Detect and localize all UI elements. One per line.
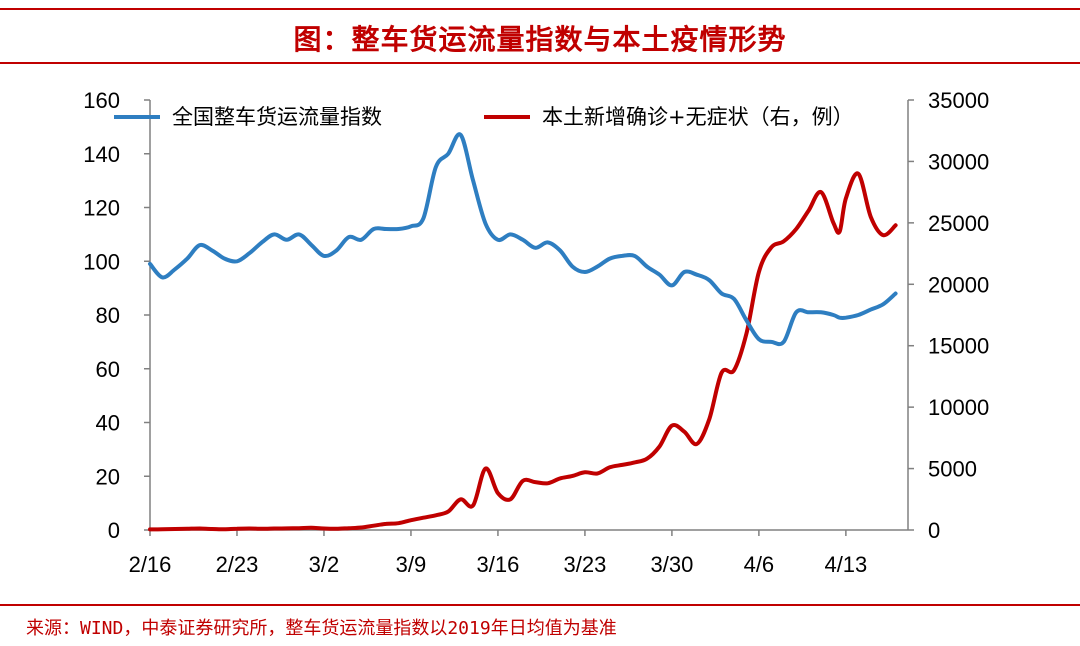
- y-left-tick-label: 0: [108, 518, 120, 543]
- y-left-tick-label: 160: [83, 88, 120, 113]
- y-right-tick-label: 35000: [928, 88, 989, 113]
- y-right-tick-label: 10000: [928, 395, 989, 420]
- y-left-tick-label: 80: [96, 303, 120, 328]
- x-tick-label: 3/30: [650, 552, 693, 577]
- y-right-tick-label: 30000: [928, 149, 989, 174]
- chart-area: 0 20 40 60 80 100 120 140 160 0 5000 10000 15000 2000…: [83, 88, 989, 577]
- y-right-tick-label: 5000: [928, 457, 977, 482]
- x-tick-label: 2/16: [129, 552, 172, 577]
- bottom-rule: [0, 604, 1080, 606]
- x-tick-label: 2/23: [216, 552, 259, 577]
- x-tick-label: 4/6: [744, 552, 775, 577]
- x-tick-label: 3/9: [396, 552, 427, 577]
- y-left-tick-label: 100: [83, 249, 120, 274]
- legend-label-local-cases: 本土新增确诊+无症状（右，例）: [542, 105, 854, 129]
- x-tick-label: 3/16: [477, 552, 520, 577]
- series-line-freight-index: [148, 132, 898, 347]
- y-left-tick-label: 140: [83, 142, 120, 167]
- y-left-tick-label: 120: [83, 196, 120, 221]
- y-right-tick-label: 0: [928, 518, 940, 543]
- y-left-tick-label: 20: [96, 464, 120, 489]
- title-rule: [0, 62, 1080, 64]
- series-line-local-cases: [148, 171, 898, 532]
- x-tick-label: 3/2: [309, 552, 340, 577]
- top-rule: [0, 8, 1080, 10]
- x-tick-label: 3/23: [564, 552, 607, 577]
- legend-label-freight-index: 全国整车货运流量指数: [172, 105, 382, 129]
- y-left-tick-label: 40: [96, 411, 120, 436]
- y-left-tick-label: 60: [96, 357, 120, 382]
- source-note: 来源：WIND，中泰证券研究所，整车货运流量指数以2019年日均值为基准: [26, 618, 617, 639]
- y-right-tick-label: 20000: [928, 272, 989, 297]
- x-tick-label: 4/13: [824, 552, 867, 577]
- y-right-tick-label: 25000: [928, 211, 989, 236]
- chart-title: 图：整车货运流量指数与本土疫情形势: [293, 23, 787, 56]
- y-right-tick-label: 15000: [928, 334, 989, 359]
